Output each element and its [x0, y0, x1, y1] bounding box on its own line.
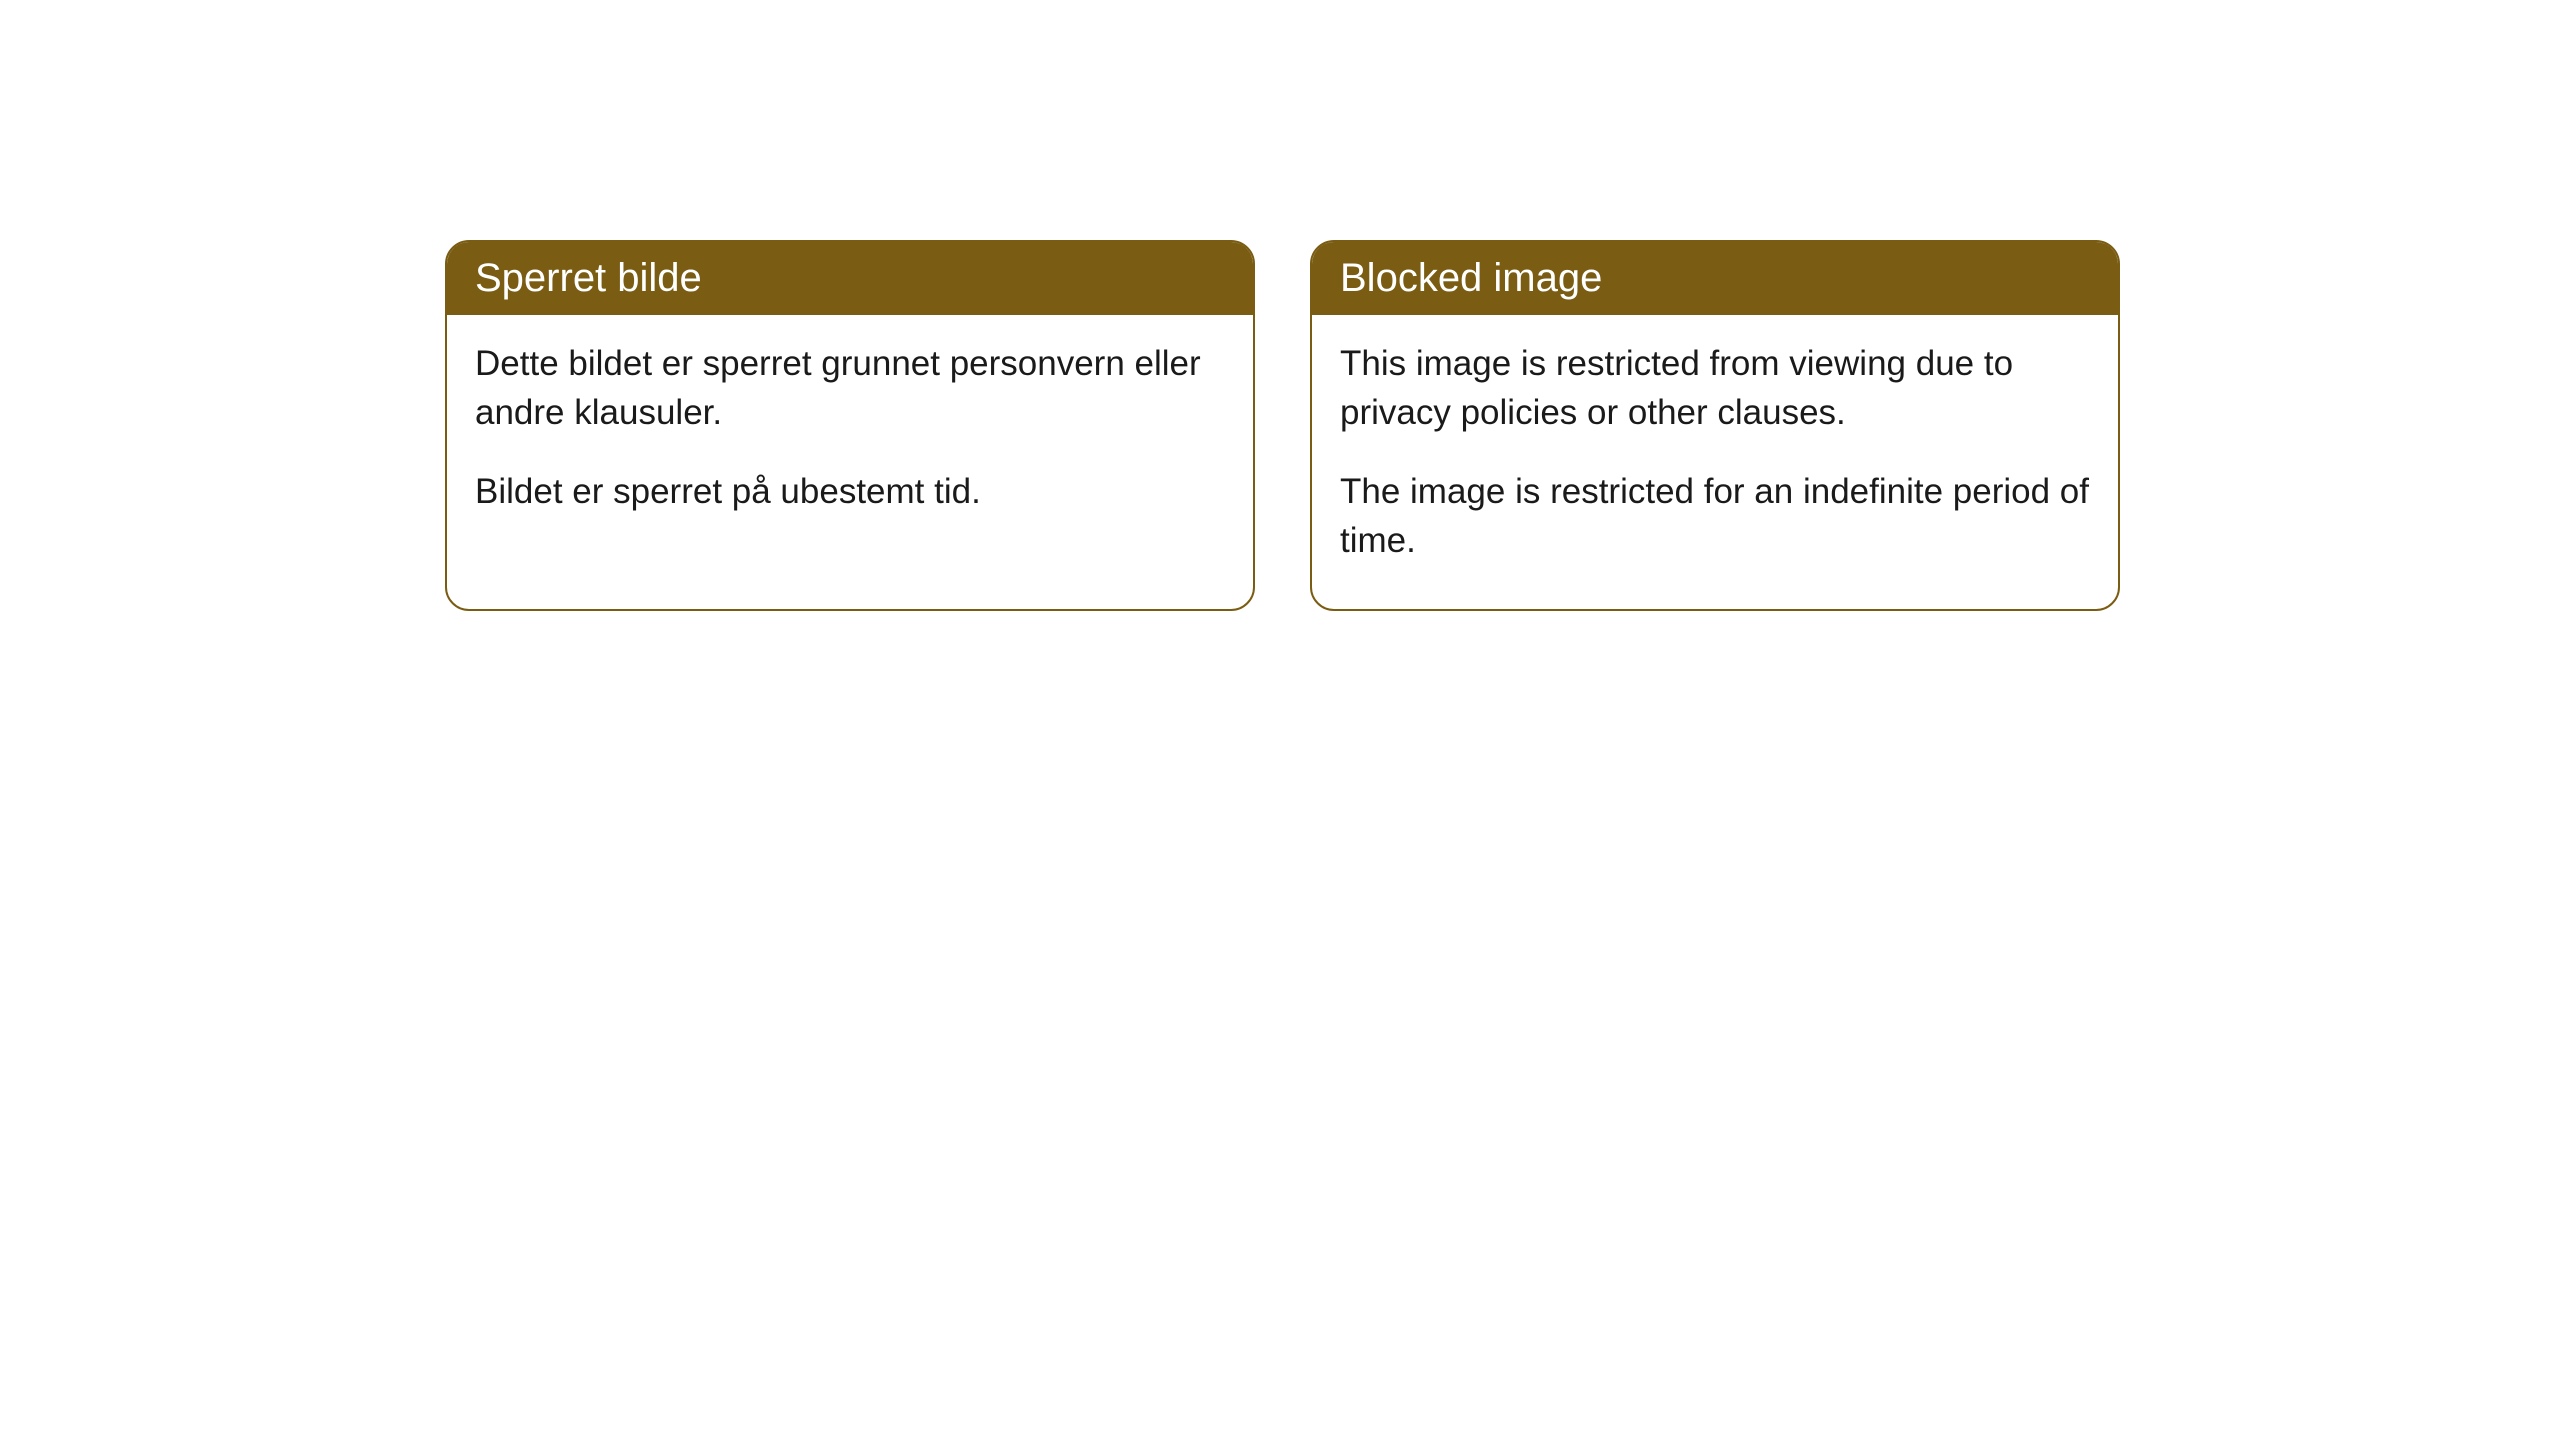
card-paragraph: This image is restricted from viewing du… [1340, 339, 2090, 437]
cards-container: Sperret bilde Dette bildet er sperret gr… [445, 240, 2120, 611]
card-paragraph: Dette bildet er sperret grunnet personve… [475, 339, 1225, 437]
card-norwegian: Sperret bilde Dette bildet er sperret gr… [445, 240, 1255, 611]
card-title: Sperret bilde [475, 256, 702, 300]
card-header-norwegian: Sperret bilde [447, 242, 1253, 315]
card-paragraph: The image is restricted for an indefinit… [1340, 467, 2090, 565]
card-paragraph: Bildet er sperret på ubestemt tid. [475, 467, 1225, 516]
card-body-norwegian: Dette bildet er sperret grunnet personve… [447, 315, 1253, 560]
card-body-english: This image is restricted from viewing du… [1312, 315, 2118, 609]
card-english: Blocked image This image is restricted f… [1310, 240, 2120, 611]
card-header-english: Blocked image [1312, 242, 2118, 315]
card-title: Blocked image [1340, 256, 1602, 300]
